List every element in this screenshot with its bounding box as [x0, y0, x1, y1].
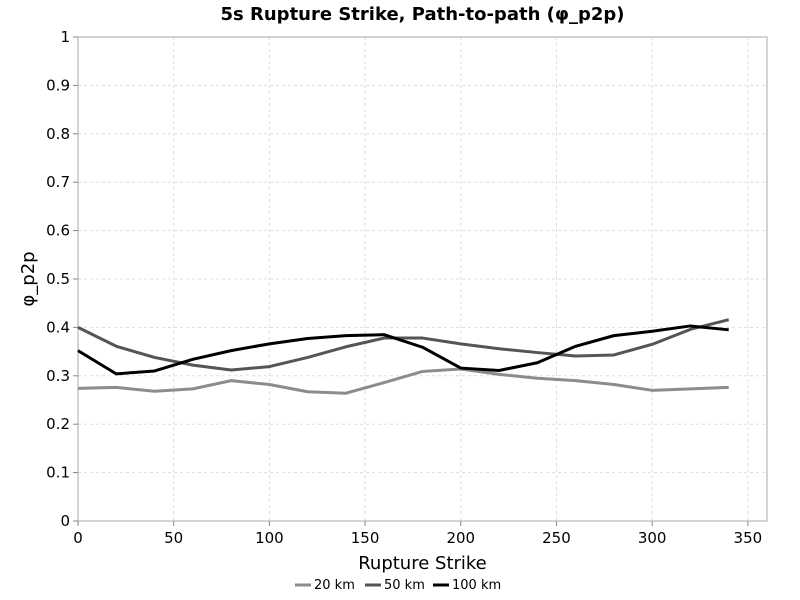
x-tick-label: 150 [351, 529, 380, 547]
legend-item-100-km: 100 km [433, 578, 501, 593]
y-tick-label: 0.5 [46, 270, 70, 288]
x-tick-label: 300 [638, 529, 667, 547]
legend: 20 km 50 km 100 km [295, 578, 501, 593]
y-tick-label: 0.8 [46, 125, 70, 143]
y-tick-label: 0.4 [46, 318, 70, 336]
y-axis-label: φ_p2p [18, 251, 39, 306]
legend-label: 100 km [452, 578, 501, 593]
ticks-layer: 0 0.1 0.2 0.3 0.4 0.5 0.6 0.7 0.8 0.9 1 0 50 100 150 20… [46, 28, 762, 547]
series-line-20-km [77, 367, 729, 395]
y-tick-label: 0.2 [46, 415, 70, 433]
y-tick-label: 0.3 [46, 367, 70, 385]
chart-title: 5s Rupture Strike, Path-to-path (φ_p2p) [221, 4, 625, 25]
legend-item-20-km: 20 km [295, 578, 355, 593]
y-tick-label: 0.9 [46, 76, 70, 94]
y-tick-label: 1 [60, 28, 70, 46]
x-tick-label: 50 [164, 529, 183, 547]
x-tick-label: 250 [542, 529, 571, 547]
y-tick-label: 0.1 [46, 464, 70, 482]
y-tick-label: 0.7 [46, 173, 70, 191]
legend-label: 20 km [314, 578, 355, 593]
x-tick-label: 0 [73, 529, 83, 547]
x-tick-label: 200 [446, 529, 475, 547]
y-tick-label: 0.6 [46, 222, 70, 240]
series-layer [77, 318, 730, 395]
grid-layer [78, 37, 767, 521]
x-axis-label: Rupture Strike [358, 553, 487, 574]
x-tick-label: 350 [734, 529, 763, 547]
legend-label: 50 km [384, 578, 425, 593]
legend-item-50-km: 50 km [365, 578, 425, 593]
y-tick-label: 0 [60, 512, 70, 530]
series-line-100-km [77, 324, 729, 376]
x-tick-label: 100 [255, 529, 284, 547]
series-line-50-km [77, 318, 730, 372]
